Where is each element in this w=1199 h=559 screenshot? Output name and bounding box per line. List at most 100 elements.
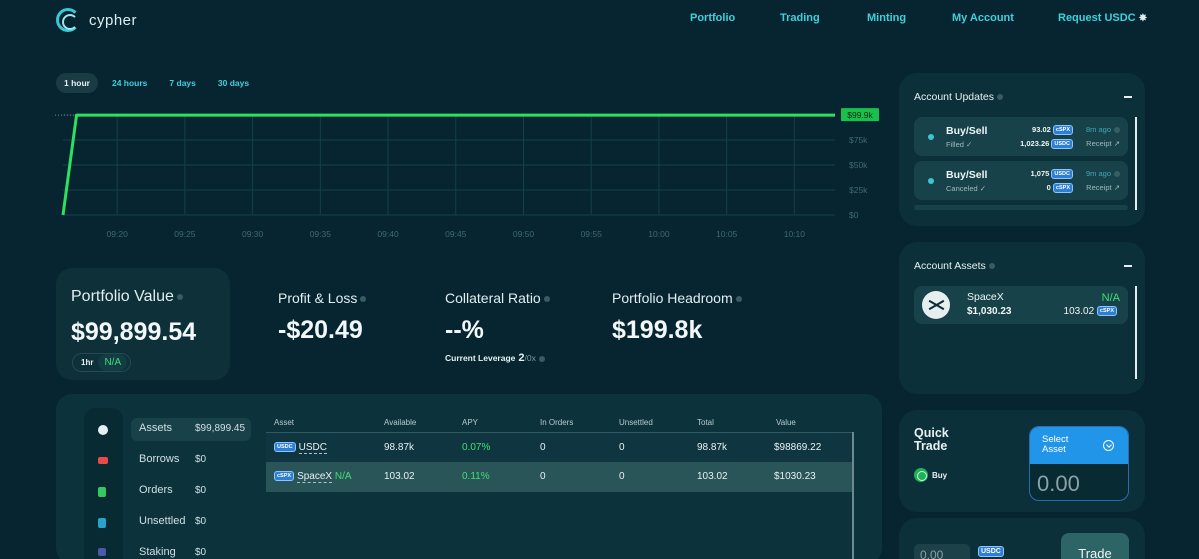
info-icon[interactable] — [1114, 127, 1120, 134]
period-toggle[interactable]: 1hr N/A — [72, 353, 131, 372]
asset-name[interactable]: USDC — [298, 442, 327, 454]
asset-select[interactable]: Select Asset 0.00 — [1029, 426, 1129, 501]
pay-amount-input[interactable]: 0.00 — [914, 544, 970, 559]
pie-chart-icon[interactable] — [98, 425, 108, 435]
assets-scrollbar[interactable] — [1135, 286, 1137, 379]
update-status-text: Filled — [946, 140, 964, 149]
info-icon[interactable] — [360, 296, 367, 303]
side-label: Buy — [932, 470, 948, 480]
asset-change: N/A — [334, 471, 352, 482]
tab-24-hours[interactable]: 24 hours — [111, 78, 148, 88]
info-icon[interactable] — [1114, 171, 1120, 178]
category-orders[interactable]: Orders $0 — [131, 480, 251, 503]
amount: 103.02 — [1063, 306, 1095, 317]
updates-scrollbar[interactable] — [1135, 117, 1137, 210]
app-name: cypher — [89, 11, 138, 29]
x-tick-label: 09:40 — [377, 229, 399, 239]
profit-loss-label: Profit & Loss — [278, 290, 367, 306]
usdc-badge: USDC — [274, 442, 296, 453]
nav-portfolio[interactable]: Portfolio — [690, 12, 736, 24]
receipt-label: Receipt — [1086, 183, 1112, 192]
stake-icon[interactable] — [98, 548, 106, 556]
portfolio-value-label: Portfolio Value — [71, 288, 183, 306]
table-row[interactable]: USDC USDC 98.87k 0.07% 0 0 98.87k $98869.… — [266, 432, 854, 462]
collapse-icon[interactable] — [1124, 265, 1132, 267]
x-tick-label: 09:50 — [513, 229, 535, 239]
receipt-link[interactable]: Receipt ↗ — [1086, 139, 1120, 148]
update-item-partial — [914, 205, 1128, 210]
col-value: Value — [776, 418, 796, 427]
category-name: Assets — [139, 422, 173, 434]
check-icon: ✓ — [966, 140, 973, 149]
update-amount-1: 1,075 USDC — [1031, 169, 1076, 180]
time-range-tabs: 1 hour 24 hours 7 days 30 days — [56, 73, 257, 93]
collapse-icon[interactable] — [1124, 96, 1132, 98]
portfolio-value-card — [56, 268, 230, 380]
apy-cell: 0.11% — [462, 471, 490, 482]
info-icon[interactable] — [176, 293, 183, 300]
portfolio-value-label-text: Portfolio Value — [71, 288, 174, 305]
status-dot-icon — [928, 178, 934, 184]
collateral-ratio-value: --% — [445, 316, 484, 344]
asset-name[interactable]: SpaceX — [297, 471, 333, 483]
amount: 93.02 — [1032, 125, 1051, 134]
table-row[interactable]: cSPX SpaceX N/A 103.02 0.11% 0 0 103.02 $… — [266, 462, 854, 492]
buy-sell-toggle[interactable]: Buy — [914, 468, 947, 482]
tab-1-hour[interactable]: 1 hour — [56, 73, 98, 93]
period-label: 1hr — [81, 358, 94, 367]
info-icon[interactable] — [538, 355, 545, 362]
tab-7-days[interactable]: 7 days — [169, 78, 196, 88]
col-available: Available — [384, 418, 417, 427]
current-leverage: Current Leverage 2/0x — [445, 352, 545, 364]
last-value-badge — [841, 108, 879, 122]
in-orders-cell: 0 — [540, 471, 546, 482]
headroom-label-text: Portfolio Headroom — [612, 290, 733, 306]
x-tick-label: 10:10 — [784, 229, 806, 239]
app-logo[interactable]: cypher — [56, 8, 137, 32]
trade-button[interactable]: Trade — [1061, 533, 1129, 559]
select-asset-label: Select Asset — [1042, 434, 1069, 455]
receive-amount[interactable]: 0.00 — [1037, 471, 1080, 496]
category-borrows[interactable]: Borrows $0 — [131, 449, 251, 472]
receipt-link[interactable]: Receipt ↗ — [1086, 183, 1120, 192]
info-icon[interactable] — [543, 296, 550, 303]
update-item[interactable]: Buy/Sell Canceled ✓ 1,075 USDC 0 cSPX 9m… — [914, 161, 1128, 200]
category-staking[interactable]: Staking $0 — [131, 542, 251, 559]
nav-request-usdc[interactable]: Request USDC ✸ — [1058, 12, 1147, 24]
category-name: Orders — [139, 484, 173, 496]
select-asset-header[interactable]: Select Asset — [1030, 427, 1128, 464]
card-icon[interactable] — [98, 457, 108, 464]
category-value: $0 — [195, 454, 207, 465]
document-icon[interactable] — [98, 487, 106, 497]
asset-value: $1,030.23 — [967, 306, 1012, 317]
category-assets[interactable]: Assets $99,899.45 — [131, 418, 251, 441]
nav-trading[interactable]: Trading — [780, 12, 820, 24]
portfolio-value: $99,899.54 — [71, 318, 197, 346]
update-item[interactable]: Buy/Sell Filled ✓ 93.02 cSPX 1,023.26 US… — [914, 117, 1128, 156]
update-status-text: Canceled — [946, 184, 978, 193]
pay-token: USDC — [978, 546, 1007, 557]
category-unsettled[interactable]: Unsettled $0 — [131, 511, 251, 534]
x-tick-label: 09:35 — [310, 229, 332, 239]
category-value: $0 — [195, 516, 207, 527]
token-badge: USDC — [978, 546, 1004, 557]
lock-icon[interactable] — [98, 518, 106, 528]
tab-30-days[interactable]: 30 days — [217, 78, 250, 88]
nav-my-account[interactable]: My Account — [952, 12, 1014, 24]
account-updates-title: Account Updates — [914, 91, 1003, 103]
info-icon[interactable] — [735, 296, 742, 303]
period-change: N/A — [98, 354, 128, 371]
asset-amount: 103.02 cSPX — [1064, 306, 1120, 317]
info-icon[interactable] — [996, 94, 1003, 101]
total-cell: 98.87k — [697, 442, 728, 453]
info-icon[interactable] — [988, 263, 995, 270]
table-scrollbar[interactable] — [852, 432, 854, 559]
col-apy: APY — [462, 418, 479, 427]
toggle-knob-icon — [914, 468, 928, 482]
nav-minting[interactable]: Minting — [867, 12, 907, 24]
receipt-label: Receipt — [1086, 139, 1112, 148]
leverage-label: Current Leverage — [445, 353, 516, 363]
category-value: $0 — [195, 547, 207, 558]
account-asset-item[interactable]: SpaceX $1,030.23 N/A 103.02 cSPX — [914, 286, 1128, 324]
category-value: $99,899.45 — [195, 423, 246, 434]
